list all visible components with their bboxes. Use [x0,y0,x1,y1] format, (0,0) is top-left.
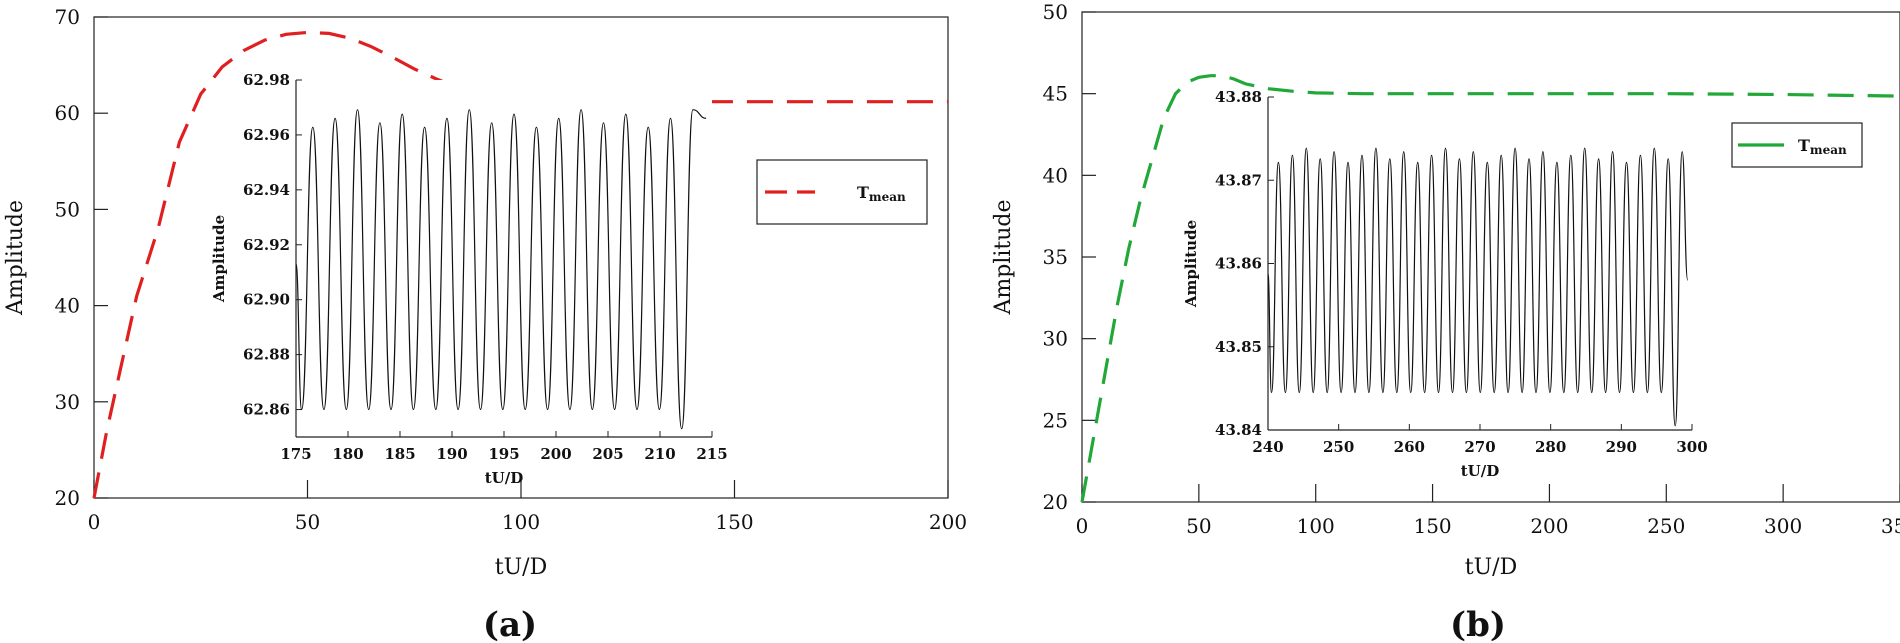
legend: Tmean [756,159,928,225]
x-axis-title: tU/D [1465,555,1517,580]
inset-x-tick-label: 300 [1676,438,1707,456]
inset-chart: 240 250 260 270 280 290 300 43.84 43.85 43.86 43.8… [1182,88,1708,480]
y-tick-label: 40 [55,294,80,318]
inset-x-tick-label: 280 [1535,438,1566,456]
inset-y-tick-label: 62.96 [243,126,290,144]
inset-x-tick-label: 205 [592,445,623,463]
inset-x-tick-label: 270 [1464,438,1495,456]
x-tick-label: 300 [1764,514,1802,538]
y-tick-label: 40 [1043,163,1068,187]
inset-chart: 175 180 185 190 195 200 205 210 215 62.86 62.88 62.… [210,71,728,487]
inset-x-tick-label: 195 [488,445,519,463]
inset-y-tick-label: 43.87 [1215,171,1262,189]
y-tick-label: 50 [1043,0,1068,24]
x-tick-label: 150 [715,510,753,534]
inset-x-axis-title: tU/D [1461,462,1500,480]
x-tick-label: 50 [295,510,320,534]
x-tick-label: 50 [1186,514,1211,538]
x-axis-title: tU/D [495,555,547,580]
x-tick-label: 150 [1413,514,1451,538]
y-tick-label: 45 [1043,82,1068,106]
inset-y-tick-label: 62.98 [243,71,290,89]
panel-1: 0 50 100 150 200 250 300 350 20 25 30 35 40 45 50 tU/D A… [991,0,1900,643]
y-tick-label: 30 [1043,327,1068,351]
panel-label: (a) [483,605,537,643]
panel-0: 0 50 100 150 200 20 30 40 50 60 70 tU/D Amplitude Tme… [3,5,967,643]
y-tick-label: 60 [55,101,80,125]
x-tick-label: 0 [88,510,101,534]
y-tick-label: 25 [1043,408,1068,432]
legend-label: Tmean [1798,136,1847,157]
inset-x-axis-title: tU/D [485,469,524,487]
inset-y-tick-label: 62.92 [243,236,290,254]
y-tick-label: 30 [55,390,80,414]
inset-x-tick-label: 260 [1394,438,1425,456]
legend-label: Tmean [857,183,906,204]
inset-series-line [295,109,707,430]
inset-y-tick-label: 43.85 [1215,338,1262,356]
inset-y-tick-label: 62.94 [243,181,290,199]
y-axis-title: Amplitude [3,200,28,316]
inset-x-tick-label: 250 [1323,438,1354,456]
inset-x-tick-label: 190 [436,445,467,463]
x-tick-label: 350 [1881,514,1900,538]
y-axis-title: Amplitude [991,199,1016,315]
inset-y-tick-label: 62.86 [243,401,290,419]
series-line-mean [1080,74,1900,503]
inset-y-tick-label: 43.84 [1215,421,1262,439]
y-tick-label: 50 [55,197,80,221]
inset-y-tick-label: 43.88 [1215,88,1262,106]
x-tick-label: 0 [1076,514,1089,538]
legend: Tmean [1731,122,1863,168]
x-tick-label: 100 [502,510,540,534]
inset-x-tick-label: 215 [696,445,727,463]
x-tick-label: 200 [929,510,967,534]
inset-y-tick-label: 62.88 [243,346,290,364]
x-tick-label: 200 [1530,514,1568,538]
inset-y-axis-title: Amplitude [210,215,228,303]
inset-y-tick-label: 62.90 [243,291,290,309]
y-tick-label: 20 [1043,490,1068,514]
panel-label: (b) [1450,605,1506,643]
inset-x-tick-label: 180 [332,445,363,463]
inset-x-tick-label: 175 [280,445,311,463]
y-tick-label: 35 [1043,245,1068,269]
inset-series-line [1267,147,1689,427]
inset-background [1268,97,1692,430]
inset-x-tick-label: 290 [1606,438,1637,456]
series-line-mean [92,30,948,499]
inset-x-tick-label: 185 [384,445,415,463]
inset-x-tick-label: 210 [644,445,675,463]
inset-x-tick-label: 240 [1252,438,1283,456]
inset-y-axis-title: Amplitude [1182,220,1200,308]
x-tick-label: 250 [1647,514,1685,538]
inset-x-tick-label: 200 [540,445,571,463]
inset-y-tick-label: 43.86 [1215,255,1262,273]
y-tick-label: 20 [55,486,80,510]
x-tick-label: 100 [1297,514,1335,538]
y-tick-label: 70 [55,5,80,29]
